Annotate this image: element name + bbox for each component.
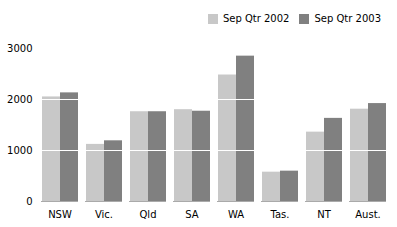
svg-text:Qld: Qld (140, 209, 157, 220)
svg-text:3000: 3000 (7, 43, 32, 54)
svg-text:1000: 1000 (7, 145, 32, 156)
svg-text:Vic.: Vic. (95, 209, 113, 220)
svg-text:WA: WA (228, 209, 244, 220)
svg-text:2000: 2000 (7, 94, 32, 105)
svg-text:0: 0 (26, 196, 32, 207)
html-text:Sep Qtr 2002: Sep Qtr 2002 (222, 13, 290, 24)
svg-text:Tas.: Tas. (270, 209, 290, 220)
svg-text:Aust.: Aust. (355, 209, 381, 220)
svg-text:SA: SA (185, 209, 199, 220)
svg-text:NT: NT (317, 209, 331, 220)
svg-text:NSW: NSW (48, 209, 72, 220)
html-text:Sep Qtr 2003: Sep Qtr 2003 (314, 13, 381, 24)
